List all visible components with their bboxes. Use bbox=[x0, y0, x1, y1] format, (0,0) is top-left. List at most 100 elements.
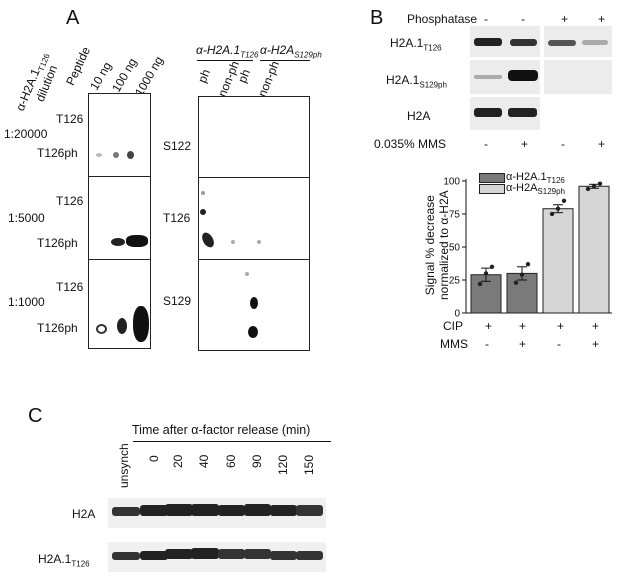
blot-divider bbox=[88, 259, 150, 260]
dot bbox=[111, 238, 125, 246]
band bbox=[474, 75, 502, 79]
data-point bbox=[489, 264, 495, 269]
band bbox=[296, 505, 323, 516]
row-label-t126ph: T126ph bbox=[37, 321, 78, 335]
dot bbox=[117, 318, 127, 334]
band bbox=[165, 549, 193, 559]
phosphatase-label: Phosphatase bbox=[407, 12, 478, 26]
header-line bbox=[197, 60, 253, 61]
mms-row-label: MMS bbox=[440, 337, 468, 351]
row-label-t126: T126 bbox=[56, 194, 84, 208]
data-point bbox=[591, 184, 597, 189]
band bbox=[510, 39, 537, 46]
band bbox=[140, 551, 168, 560]
dot bbox=[96, 324, 107, 334]
band bbox=[218, 505, 245, 516]
y-tick-label: 25 bbox=[449, 276, 461, 287]
legend-label: α-H2A.1T126 bbox=[506, 171, 565, 186]
band bbox=[140, 505, 168, 516]
y-tick-label: 75 bbox=[449, 210, 461, 221]
dot bbox=[245, 272, 249, 276]
band bbox=[548, 40, 576, 46]
y-tick-label: 0 bbox=[454, 309, 460, 320]
band bbox=[191, 504, 219, 516]
band bbox=[244, 549, 271, 559]
data-point bbox=[513, 280, 519, 285]
blot-divider bbox=[198, 259, 309, 260]
y-axis-title: Signal % decrease normalized to α-H2A bbox=[423, 190, 451, 300]
time-row-label-h2a1: H2A.1T126 bbox=[38, 552, 90, 569]
mms-label: 0.035% MMS bbox=[374, 137, 447, 151]
dot bbox=[133, 306, 149, 342]
site-s122: S122 bbox=[163, 139, 192, 153]
blot-row-label: H2A.1T126 bbox=[390, 36, 442, 53]
antibody-label-t126: α-H2A.1T126 bbox=[196, 43, 259, 60]
band bbox=[112, 507, 140, 516]
mms-sign: + bbox=[521, 137, 529, 151]
phosphatase-sign: - bbox=[521, 12, 525, 26]
row-label-t126ph: T126ph bbox=[37, 146, 78, 160]
cip-sign: + bbox=[557, 319, 565, 333]
cip-label: CIP bbox=[443, 319, 464, 333]
phosphatase-sign: + bbox=[561, 12, 569, 26]
panel-c-letter: C bbox=[28, 405, 43, 427]
header-line bbox=[260, 60, 310, 61]
data-point bbox=[585, 186, 591, 192]
data-point bbox=[549, 211, 555, 217]
dot bbox=[248, 326, 258, 338]
band bbox=[582, 40, 608, 45]
band bbox=[270, 505, 297, 516]
data-point bbox=[483, 271, 489, 276]
cip-sign: + bbox=[485, 319, 493, 333]
bar bbox=[542, 208, 574, 314]
data-point bbox=[477, 281, 483, 287]
mms-sign: - bbox=[484, 137, 488, 151]
time-label: Time after α-factor release (min) bbox=[132, 423, 311, 437]
band bbox=[112, 552, 140, 560]
band bbox=[296, 551, 323, 560]
band bbox=[474, 38, 502, 46]
mms-sign: - bbox=[485, 337, 489, 351]
cip-sign: + bbox=[519, 319, 527, 333]
dot bbox=[231, 240, 235, 244]
panel-a-letter: A bbox=[66, 7, 80, 29]
mms-sign: + bbox=[592, 337, 600, 351]
row-label-t126: T126 bbox=[56, 112, 84, 126]
lane-label: 90 bbox=[250, 454, 264, 468]
mms-sign: - bbox=[557, 337, 561, 351]
dot bbox=[113, 152, 119, 158]
mms-sign: - bbox=[561, 137, 565, 151]
band bbox=[270, 551, 297, 560]
time-row-label-h2a: H2A bbox=[72, 507, 96, 521]
y-tick-label: 50 bbox=[449, 243, 461, 254]
band bbox=[244, 504, 271, 516]
western-strip bbox=[544, 60, 612, 94]
bar bbox=[578, 185, 610, 314]
data-point bbox=[555, 206, 561, 211]
panel-b-letter: B bbox=[370, 7, 384, 29]
blot-row-label: H2A bbox=[407, 109, 431, 123]
data-point bbox=[597, 181, 603, 186]
cip-sign: + bbox=[592, 319, 600, 333]
band bbox=[508, 70, 538, 81]
y-tick-label: 100 bbox=[443, 177, 460, 188]
lane-label: 120 bbox=[276, 454, 290, 475]
lane-label: 60 bbox=[224, 454, 238, 468]
data-point bbox=[519, 272, 525, 277]
dot bbox=[127, 151, 134, 159]
row-label-t126: T126 bbox=[56, 280, 84, 294]
data-point bbox=[525, 261, 531, 267]
row-label-t126ph: T126ph bbox=[37, 236, 78, 250]
dilution-20000: 1:20000 bbox=[4, 127, 48, 141]
dot bbox=[201, 191, 205, 195]
lane-label: unsynch bbox=[117, 443, 131, 488]
legend-label: α-H2AS129ph bbox=[506, 182, 566, 197]
legend-swatch bbox=[479, 184, 505, 194]
lane-label: 0 bbox=[147, 455, 161, 462]
dilution-5000: 1:5000 bbox=[8, 211, 45, 225]
mms-sign: + bbox=[519, 337, 527, 351]
dot bbox=[96, 153, 102, 157]
legend-swatch bbox=[479, 173, 505, 183]
lane-label: 40 bbox=[197, 454, 211, 468]
